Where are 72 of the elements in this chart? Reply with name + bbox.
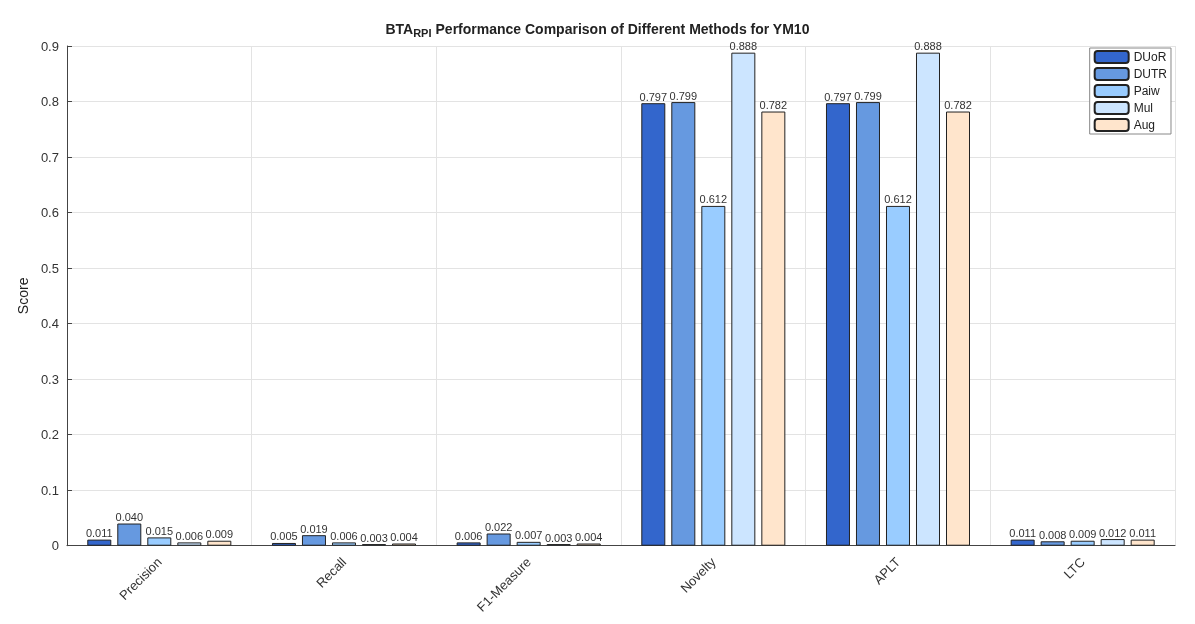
bar [456,542,481,546]
data-label: 0.799 [669,89,698,102]
data-label: 0.040 [115,511,144,524]
bar [946,111,971,546]
bar [486,533,511,546]
bar [855,102,880,546]
data-label: 0.782 [759,99,788,112]
bar [916,52,941,546]
bar [1010,539,1035,546]
data-label: 0.782 [944,99,972,112]
data-label: 0.612 [884,193,912,206]
bar [331,542,356,546]
legend-label: Mul [1133,101,1154,115]
y-tick-label: 0.8 [40,94,59,110]
data-label: 0.797 [639,90,668,103]
data-label: 0.797 [824,90,852,103]
bar [177,542,202,546]
data-label: 0.011 [1009,527,1037,540]
data-label: 0.019 [300,522,328,535]
data-label: 0.004 [390,531,418,544]
bar [301,535,326,546]
bar [147,537,172,546]
data-label: 0.003 [360,531,388,544]
data-label: 0.009 [1068,528,1097,541]
y-tick-label: 0.5 [40,260,59,276]
bar [87,539,112,546]
bar [885,205,910,546]
data-label: 0.011 [1129,527,1157,540]
legend-label: DUoR [1133,50,1167,64]
x-tick-label: LTC [1060,554,1088,582]
bar [1040,541,1065,546]
y-tick-label: 0.7 [40,149,59,165]
bar [701,205,726,546]
y-tick-label: 0.3 [40,371,59,387]
data-label: 0.006 [454,529,483,542]
y-tick-label: 0.9 [40,38,59,54]
data-label: 0.005 [270,530,298,543]
bar [671,102,696,546]
data-label: 0.888 [914,40,942,53]
bar [1100,539,1125,546]
y-tick-label: 0 [51,538,59,554]
legend-label: DUTR [1133,67,1168,81]
bar [516,541,541,546]
data-label: 0.008 [1038,528,1067,541]
data-label: 0.022 [484,521,513,534]
data-label: 0.799 [854,89,882,102]
bar [207,540,232,546]
data-label: 0.006 [175,529,204,542]
data-label: 0.015 [145,524,174,537]
y-tick-label: 0.6 [40,205,59,221]
bar [117,523,142,546]
legend-label: Paiw [1133,84,1161,98]
data-label: 0.009 [205,528,234,541]
y-tick-label: 0.2 [40,427,59,443]
data-label: 0.007 [514,529,543,542]
data-label: 0.006 [330,529,358,542]
data-label: 0.004 [574,531,603,544]
bar [825,103,850,546]
bar [1070,540,1095,546]
bar [1130,539,1155,546]
legend-label: Aug [1133,118,1156,132]
data-label: 0.011 [85,527,113,540]
data-label: 0.012 [1098,526,1127,539]
y-tick-label: 0.4 [40,316,59,332]
bar [641,103,666,546]
y-axis-title: Score [15,277,31,315]
bar [761,111,786,546]
data-label: 0.003 [544,531,573,544]
data-label: 0.888 [729,40,758,53]
bar [731,52,756,546]
y-tick-label: 0.1 [40,482,59,498]
data-label: 0.612 [699,193,728,206]
